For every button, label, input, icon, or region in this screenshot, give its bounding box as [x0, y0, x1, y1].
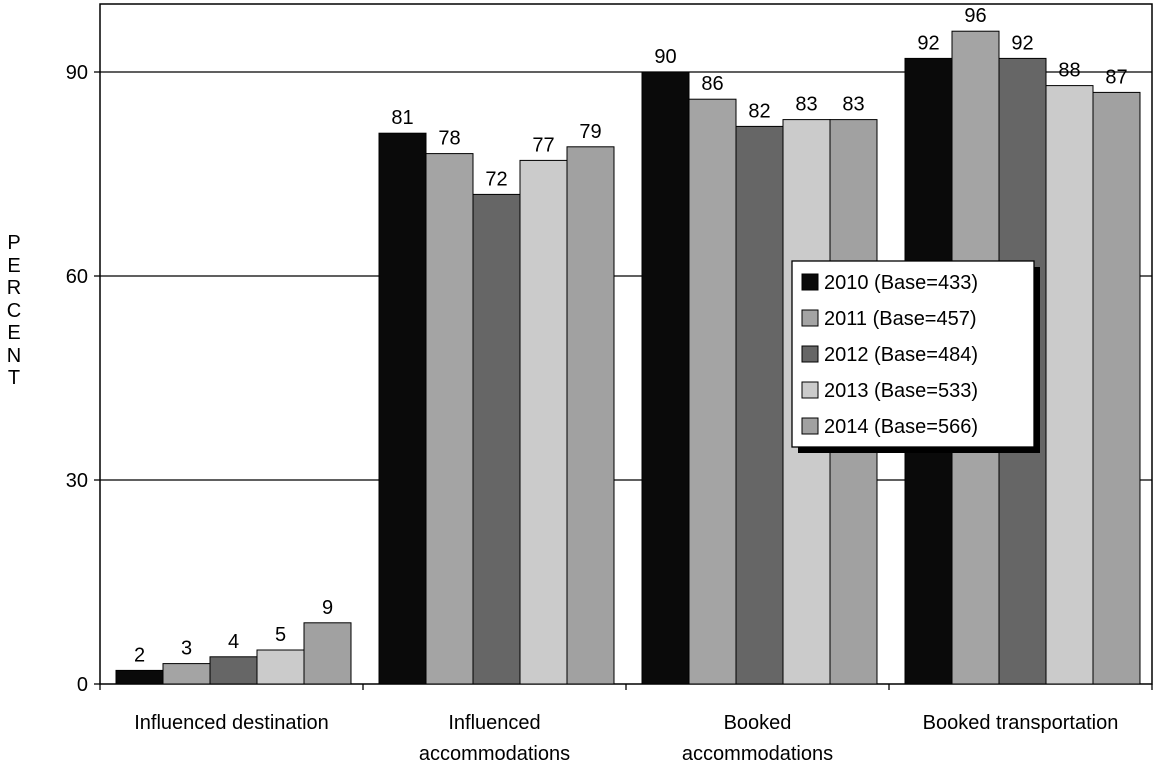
- bar-value-label: 82: [748, 100, 770, 122]
- bar-value-label: 2: [134, 644, 145, 666]
- bar-value-label: 5: [275, 624, 286, 646]
- x-category-label: Influenced accommodations: [419, 712, 570, 765]
- bar: [162, 663, 211, 685]
- bar-value-label: 88: [1058, 60, 1080, 82]
- bar: [641, 71, 690, 685]
- bar-value-label: 81: [391, 107, 413, 129]
- legend-label: 2013 (Base=533): [824, 380, 978, 402]
- bar-value-label: 86: [701, 73, 723, 95]
- bar: [378, 132, 427, 685]
- bar-value-label: 83: [795, 94, 817, 116]
- bar: [472, 193, 521, 685]
- bar-value-label: 72: [485, 168, 507, 190]
- legend-label: 2014 (Base=566): [824, 416, 978, 438]
- bar: [735, 125, 784, 685]
- x-category-label: Booked accommodations: [682, 712, 833, 765]
- y-tick-label: 30: [66, 470, 88, 492]
- bar: [1045, 85, 1094, 685]
- legend-label: 2011 (Base=457): [824, 308, 977, 330]
- legend-label: 2010 (Base=433): [824, 272, 978, 294]
- legend: [791, 260, 1035, 448]
- legend-swatch: [801, 309, 819, 327]
- bar: [115, 669, 164, 685]
- bar-value-label: 3: [181, 638, 192, 660]
- bar-value-label: 79: [579, 121, 601, 143]
- bar-value-label: 4: [228, 631, 239, 653]
- bar-value-label: 83: [842, 94, 864, 116]
- bar: [303, 622, 352, 685]
- bar-value-label: 77: [532, 134, 554, 156]
- bar-value-label: 92: [917, 32, 939, 54]
- bar: [425, 153, 474, 685]
- bar-value-label: 9: [322, 597, 333, 619]
- bar: [519, 159, 568, 685]
- x-category-label: Booked transportation: [923, 712, 1119, 734]
- legend-swatch: [801, 381, 819, 399]
- bar-value-label: 92: [1011, 32, 1033, 54]
- legend-swatch: [801, 417, 819, 435]
- bar-value-label: 96: [964, 5, 986, 27]
- bar: [256, 649, 305, 685]
- bar: [566, 146, 615, 685]
- bar-value-label: 78: [438, 128, 460, 150]
- bar-value-label: 90: [654, 46, 676, 68]
- y-tick-label: 60: [66, 266, 88, 288]
- x-category-label: Influenced destination: [134, 712, 329, 734]
- y-tick-label: 0: [77, 674, 88, 696]
- bar: [209, 656, 258, 685]
- bar: [1092, 91, 1141, 685]
- legend-label: 2012 (Base=484): [824, 344, 978, 366]
- legend-swatch: [801, 273, 819, 291]
- y-tick-label: 90: [66, 62, 88, 84]
- legend-swatch: [801, 345, 819, 363]
- bar: [688, 98, 737, 685]
- bar-value-label: 87: [1105, 66, 1127, 88]
